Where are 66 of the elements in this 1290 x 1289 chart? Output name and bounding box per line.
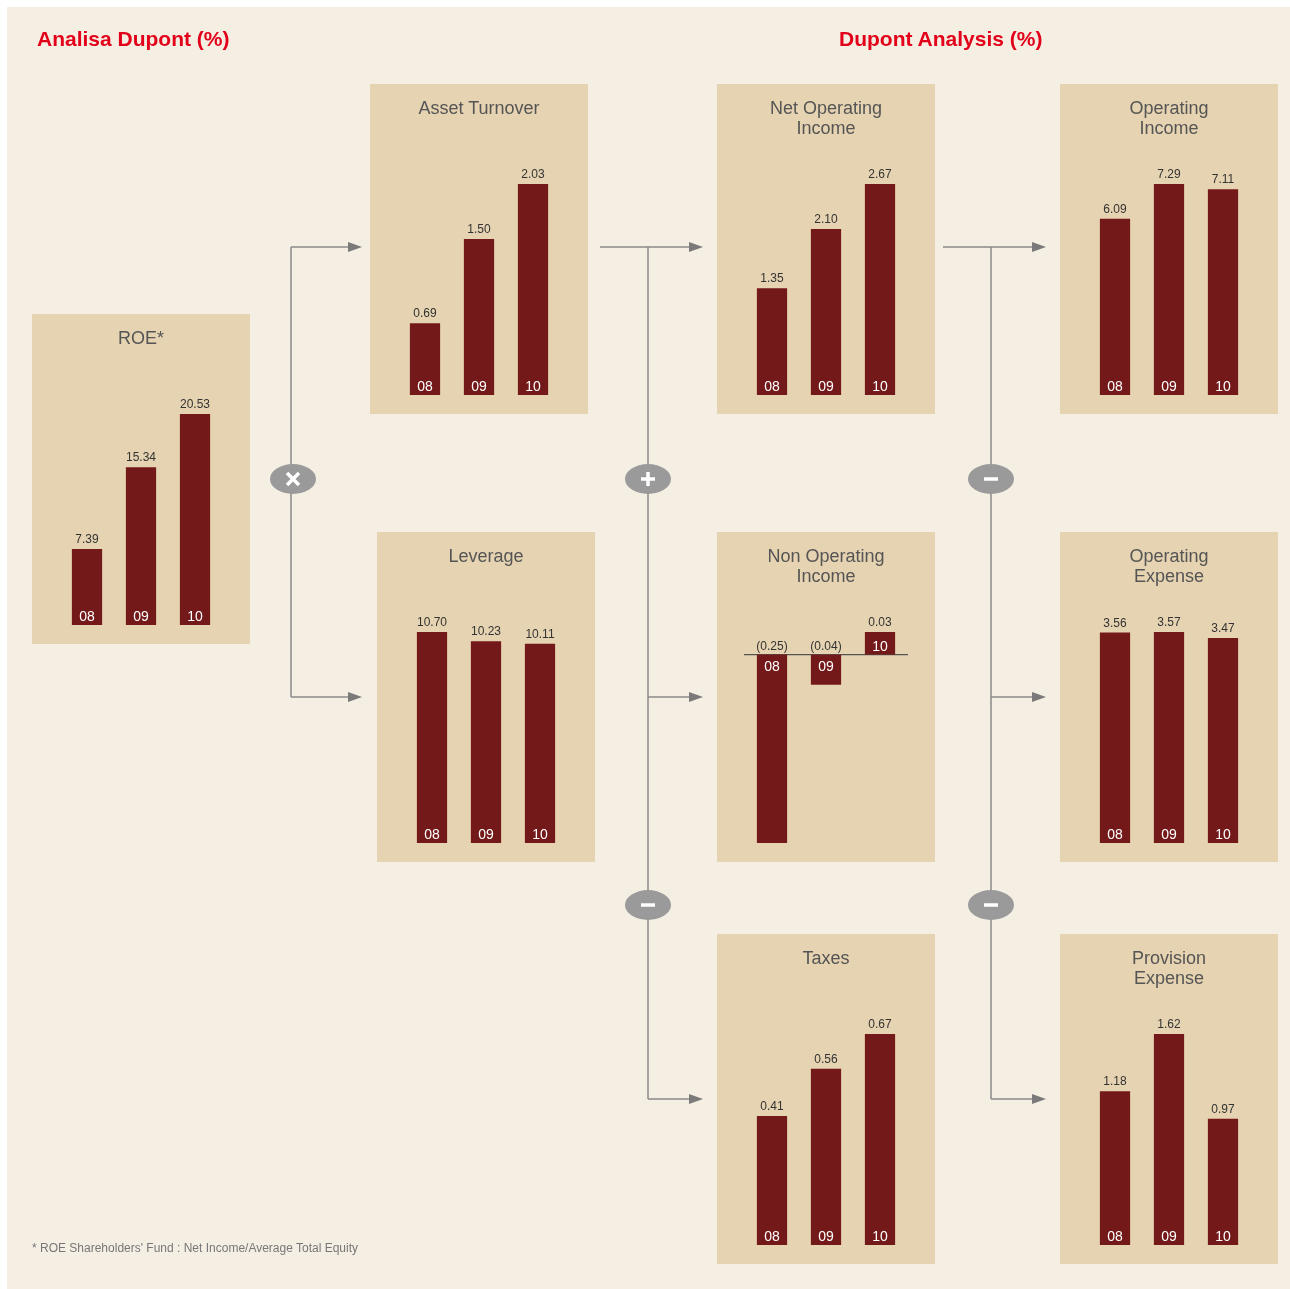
data-label: 0.69 <box>413 306 437 321</box>
data-label: 7.39 <box>75 532 99 547</box>
chart-title: Provision Expense <box>1131 948 1207 988</box>
x-tick-label: 09 <box>818 657 834 674</box>
chart-title: Leverage <box>447 546 525 566</box>
x-tick-label: 10 <box>1215 378 1231 394</box>
data-label: 10.11 <box>525 626 555 641</box>
x-tick-label: 09 <box>1161 826 1177 842</box>
x-tick-label: 10 <box>525 378 541 394</box>
chart-title: Net Operating Income <box>768 98 884 138</box>
chart-title: Taxes <box>801 948 851 968</box>
text: Analisa Dupont (%) <box>37 27 230 51</box>
chart-title: Operating Expense <box>1128 546 1210 586</box>
data-label: 1.62 <box>1157 1017 1181 1031</box>
data-label: 3.47 <box>1211 620 1235 635</box>
data-label: 0.56 <box>814 1051 838 1066</box>
x-tick-label: 08 <box>1107 378 1123 394</box>
x-tick-label: 09 <box>478 826 494 842</box>
data-label: 7.29 <box>1157 167 1181 181</box>
text: Dupont Analysis (%) <box>839 27 1043 51</box>
x-tick-label: 10 <box>1215 826 1231 842</box>
data-label: 20.53 <box>179 397 211 411</box>
x-tick-label: 09 <box>818 378 834 394</box>
x-tick-label: 10 <box>187 608 203 624</box>
x-tick-label: 09 <box>1161 1228 1177 1244</box>
chart-title: Non Operating Income <box>766 546 886 586</box>
data-label: 3.56 <box>1103 615 1127 630</box>
x-tick-label: 09 <box>133 608 149 624</box>
data-label: 1.35 <box>760 271 784 286</box>
x-tick-label: 08 <box>79 608 95 624</box>
data-label: 3.57 <box>1157 615 1181 629</box>
data-label: 0.67 <box>868 1017 892 1031</box>
data-label: (0.04) <box>810 638 842 653</box>
data-label: 1.18 <box>1103 1074 1127 1089</box>
x-tick-label: 08 <box>1107 1228 1123 1244</box>
data-label: 2.10 <box>814 212 838 227</box>
x-tick-label: 10 <box>872 637 888 654</box>
x-tick-label: 08 <box>764 378 780 394</box>
data-label: 2.67 <box>868 167 892 181</box>
x-tick-label: 09 <box>471 378 487 394</box>
chart-title: ROE* <box>117 328 165 348</box>
data-label: 0.41 <box>760 1098 784 1113</box>
data-label: 0.97 <box>1211 1101 1235 1116</box>
x-tick-label: 10 <box>532 826 548 842</box>
data-label: 1.50 <box>467 222 491 237</box>
text: * ROE Shareholders' Fund : Net Income/Average Total Equity <box>32 1241 359 1255</box>
x-tick-label: 09 <box>818 1228 834 1244</box>
data-label: 10.23 <box>470 624 502 639</box>
x-tick-label: 09 <box>1161 378 1177 394</box>
data-label: 7.11 <box>1211 172 1235 187</box>
x-tick-label: 08 <box>1107 826 1123 842</box>
data-label: (0.25) <box>756 638 788 653</box>
x-tick-label: 10 <box>872 1228 888 1244</box>
data-label: 2.03 <box>521 167 545 181</box>
x-tick-label: 10 <box>872 378 888 394</box>
x-tick-label: 08 <box>764 657 780 674</box>
chart-title: Operating Income <box>1128 98 1210 138</box>
x-tick-label: 08 <box>764 1228 780 1244</box>
x-tick-label: 08 <box>424 826 440 842</box>
x-tick-label: 08 <box>417 378 433 394</box>
data-label: 10.70 <box>416 615 448 629</box>
data-label: 15.34 <box>125 450 157 465</box>
chart-title: Asset Turnover <box>417 98 541 118</box>
x-tick-label: 10 <box>1215 1228 1231 1244</box>
data-label: 6.09 <box>1103 201 1127 216</box>
data-label: 0.03 <box>868 615 892 629</box>
